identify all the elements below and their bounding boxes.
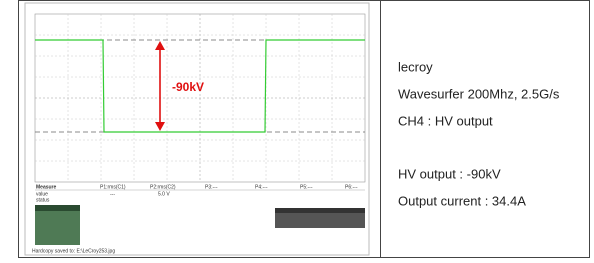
measure-header: P3:--- xyxy=(205,184,218,190)
hardcopy-note: Hardcopy saved to: E:\LeCroy253.jpg xyxy=(32,248,115,254)
scope-screenshot: -90kV Measure P1:rms(C1) P2:rms(C2) P3:-… xyxy=(25,3,369,255)
timebase-header xyxy=(275,208,365,213)
annotation: -90kV xyxy=(172,80,204,94)
measure-status: status xyxy=(36,197,50,203)
document: -90kV Measure P1:rms(C1) P2:rms(C2) P3:-… xyxy=(0,0,594,258)
measure-header: Measure xyxy=(36,184,57,190)
measure-header: P1:rms(C1) xyxy=(100,184,126,190)
info-line: CH4 : HV output xyxy=(398,113,493,128)
info-line: lecroy xyxy=(398,59,433,74)
measure-value: --- xyxy=(110,191,115,197)
info-line: Wavesurfer 200Mhz, 2.5G/s xyxy=(398,86,560,101)
measure-header: P5:--- xyxy=(300,184,313,190)
channel-box-header xyxy=(35,205,80,211)
measure-header: P2:rms(C2) xyxy=(150,184,176,190)
info-line: Output current : 34.4A xyxy=(398,193,526,208)
measure-value: 5.0 V xyxy=(158,191,170,197)
measure-header: P6:--- xyxy=(345,184,358,190)
info-line: HV output : -90kV xyxy=(398,166,501,181)
measure-header: P4:--- xyxy=(255,184,268,190)
page: -90kV Measure P1:rms(C1) P2:rms(C2) P3:-… xyxy=(0,0,594,258)
